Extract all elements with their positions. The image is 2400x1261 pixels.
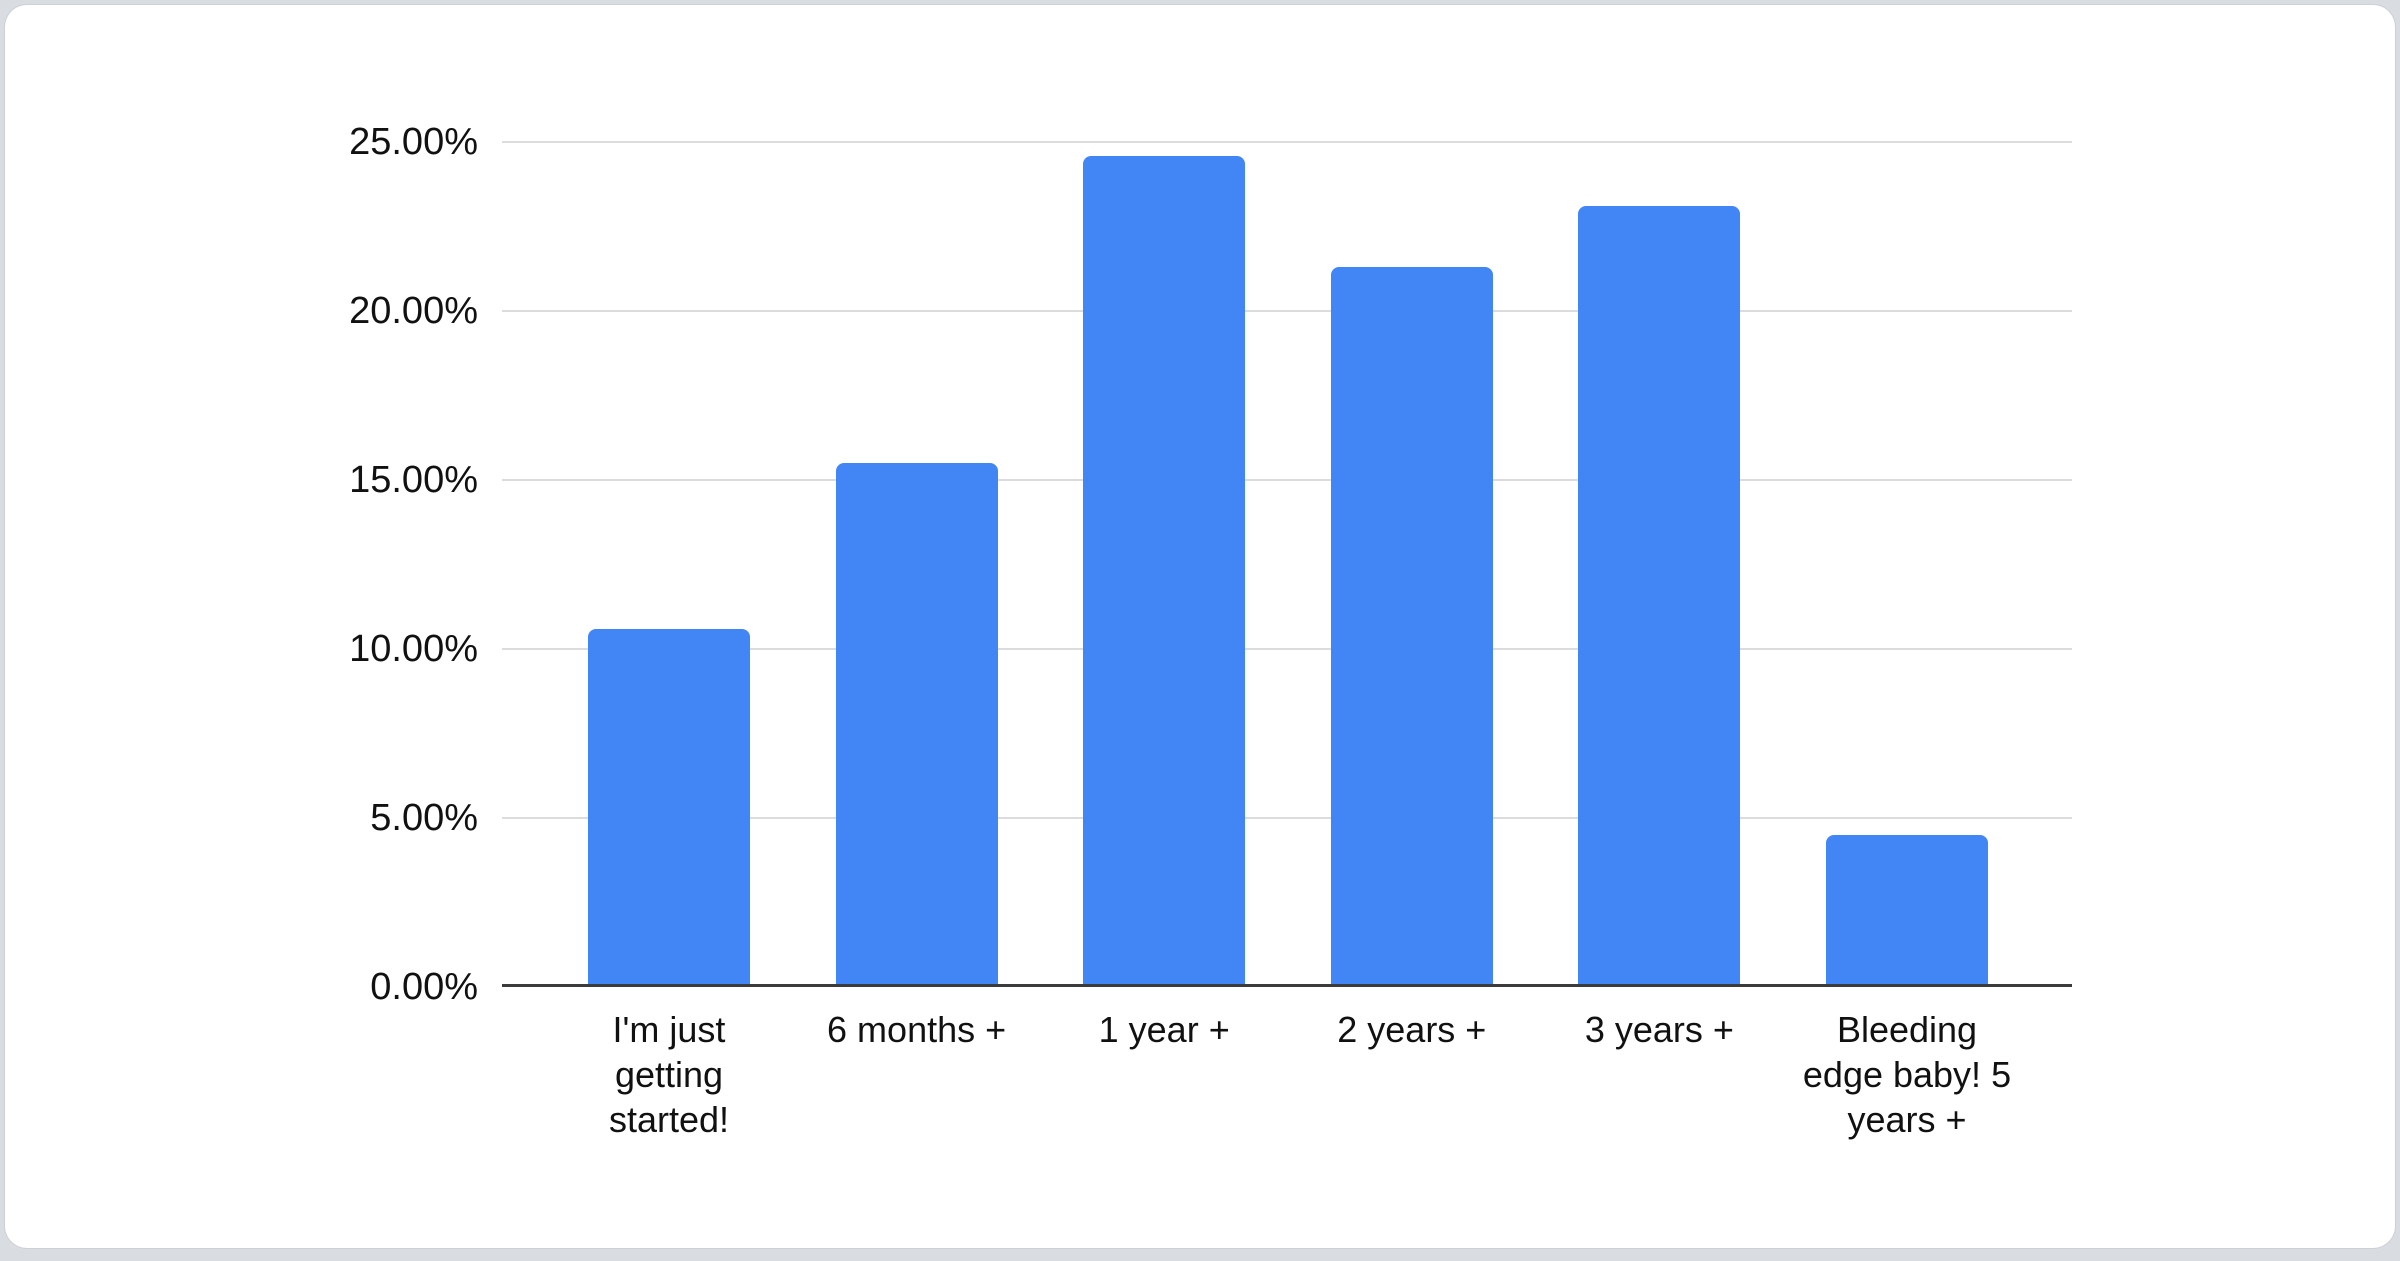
bar — [588, 629, 750, 987]
category-label: 3 years + — [1554, 1007, 1764, 1052]
gridline — [502, 479, 2072, 481]
category-label: 6 months + — [812, 1007, 1022, 1052]
y-tick-label: 5.00% — [5, 799, 478, 837]
y-tick-label: 0.00% — [5, 968, 478, 1006]
chart-card: 0.00% 5.00% 10.00% 15.00% 20.00% 25.00% I'm j… — [5, 5, 2395, 1248]
y-tick-label: 10.00% — [5, 630, 478, 668]
axis-baseline — [502, 984, 2072, 987]
y-tick-label: 25.00% — [5, 123, 478, 161]
bar — [1331, 267, 1493, 987]
category-label: I'm just getting started! — [564, 1007, 774, 1142]
gridline — [502, 310, 2072, 312]
category-label: Bleeding edge baby! 5 years + — [1802, 1007, 2012, 1142]
gridline — [502, 141, 2072, 143]
category-label: 2 years + — [1307, 1007, 1517, 1052]
category-label: 1 year + — [1059, 1007, 1269, 1052]
bar — [1578, 206, 1740, 987]
y-tick-label: 15.00% — [5, 461, 478, 499]
y-tick-label: 20.00% — [5, 292, 478, 330]
plot-area: I'm just getting started!6 months +1 yea… — [502, 142, 2072, 987]
bar — [1083, 156, 1245, 987]
bar — [1826, 835, 1988, 987]
bar — [836, 463, 998, 987]
y-axis-labels: 0.00% 5.00% 10.00% 15.00% 20.00% 25.00% — [5, 5, 478, 1261]
